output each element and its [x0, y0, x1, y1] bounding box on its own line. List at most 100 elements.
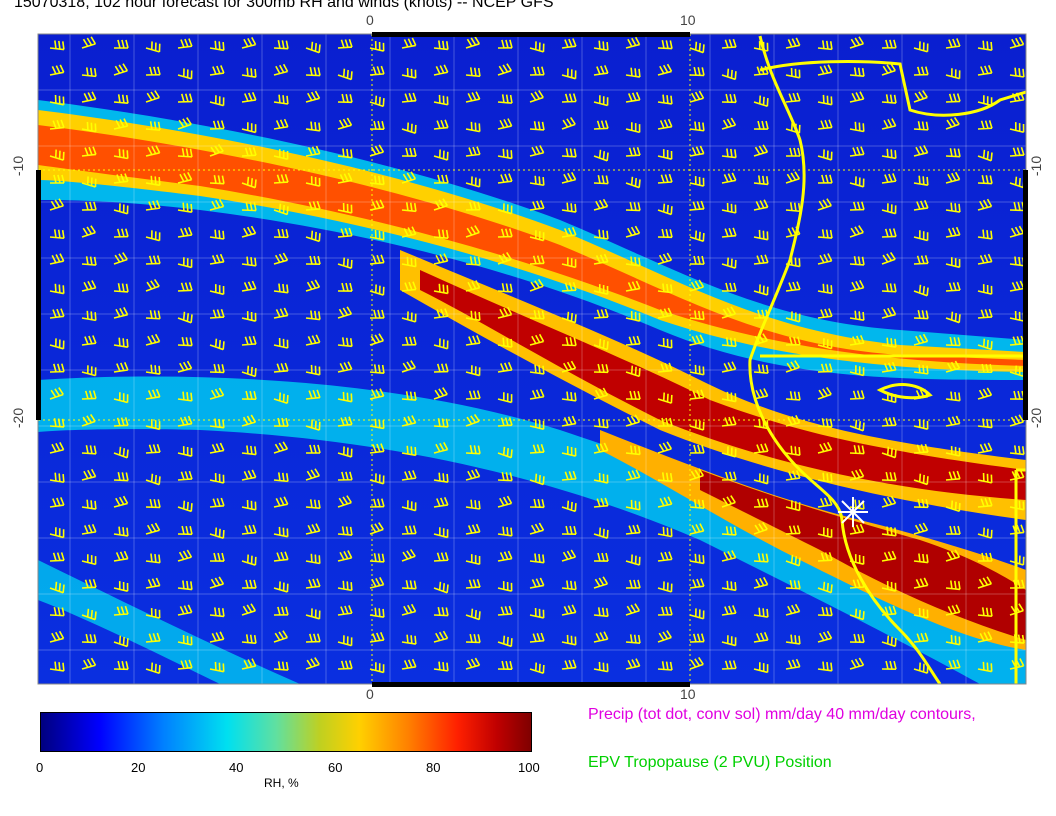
wind-barb: [561, 336, 577, 347]
wind-barb: [49, 198, 65, 211]
wind-barb: [113, 495, 129, 508]
wind-barb: [625, 225, 641, 238]
wind-barb: [977, 198, 993, 211]
wind-barb: [209, 631, 225, 643]
wind-barb: [721, 38, 737, 49]
y-tick-right-minus20: -20: [1028, 407, 1045, 429]
wind-barb: [1009, 280, 1025, 292]
wind-barb: [785, 415, 801, 427]
wind-barb: [465, 499, 481, 510]
wind-barb: [945, 659, 961, 670]
wind-barb: [785, 202, 801, 213]
wind-barb: [273, 252, 289, 265]
wind-barb: [145, 388, 161, 400]
wind-barb: [177, 117, 192, 130]
wind-barb: [273, 417, 289, 427]
wind-barb: [273, 94, 289, 105]
wind-barb: [561, 311, 577, 324]
wind-barb: [273, 228, 289, 239]
wind-barb: [337, 282, 353, 292]
wind-barb: [241, 92, 257, 103]
wind-barb: [593, 175, 609, 185]
wind-barb: [305, 364, 321, 376]
wind-barb: [145, 90, 160, 103]
wind-barb: [1009, 67, 1025, 78]
wind-barb: [689, 66, 705, 77]
wind-barb: [593, 120, 609, 130]
wind-barb: [625, 414, 641, 427]
wind-barb: [945, 148, 961, 158]
wind-barb: [209, 527, 225, 540]
x-tick-top-10: 10: [680, 12, 696, 28]
wind-barb: [1009, 554, 1025, 566]
wind-barb: [209, 198, 225, 211]
wind-barb: [593, 40, 609, 52]
wind-barb: [369, 41, 385, 52]
wind-barb: [209, 120, 225, 130]
wind-barb: [561, 148, 577, 158]
wind-barb: [785, 256, 801, 268]
wind-barb: [145, 255, 161, 265]
wind-barb: [849, 365, 865, 377]
wind-barb: [977, 149, 993, 162]
wind-barb: [113, 283, 129, 293]
wind-barb: [913, 443, 929, 454]
wind-barb: [593, 631, 609, 643]
wind-barb: [145, 200, 161, 211]
wind-barb: [465, 633, 481, 644]
wind-barb: [209, 338, 225, 351]
wind-barb: [177, 360, 193, 373]
wind-barb: [305, 578, 321, 589]
wind-barb: [657, 149, 673, 160]
wind-barb: [817, 441, 833, 454]
wind-barb: [241, 365, 257, 378]
wind-barb: [49, 149, 65, 161]
wind-barb: [145, 444, 161, 454]
wind-barb: [81, 335, 97, 346]
wind-barb: [369, 418, 385, 430]
wind-barb: [241, 256, 257, 267]
wind-barb: [241, 390, 257, 401]
wind-barb: [881, 203, 897, 215]
wind-barb: [881, 228, 897, 238]
wind-barb: [529, 419, 545, 431]
wind-barb: [625, 499, 641, 511]
wind-barb: [209, 661, 225, 673]
wind-barb: [49, 661, 65, 672]
wind-barb: [593, 149, 609, 162]
wind-barb: [241, 225, 257, 238]
wind-barb: [81, 256, 97, 266]
wind-barb: [305, 657, 320, 670]
wind-barb: [529, 278, 544, 292]
wind-barb: [497, 94, 513, 104]
wind-barb: [849, 176, 865, 188]
wind-barb: [849, 419, 865, 432]
wind-barb: [81, 468, 97, 481]
wind-barb: [881, 306, 897, 319]
axis-bar-left: [36, 170, 41, 420]
wind-barb: [817, 308, 833, 319]
wind-barb: [945, 311, 961, 324]
wind-barb: [145, 632, 161, 643]
wind-barb: [785, 67, 801, 79]
wind-barb: [785, 226, 801, 238]
wind-barb: [721, 416, 737, 427]
wind-barb: [625, 67, 641, 78]
wind-barb: [337, 93, 353, 104]
wind-barb: [497, 446, 513, 459]
wind-barb: [977, 527, 993, 539]
wind-barb: [497, 148, 513, 160]
wind-barb: [721, 257, 737, 269]
wind-barb: [689, 334, 705, 346]
wind-barb: [593, 253, 609, 265]
wind-barb: [145, 498, 161, 509]
x-tick-bottom-0: 0: [366, 686, 374, 702]
wind-barb: [593, 442, 609, 454]
wind-barb: [305, 145, 321, 157]
wind-barb: [721, 148, 737, 159]
wind-barb: [945, 68, 961, 80]
wind-barb: [625, 311, 641, 322]
wind-barb: [497, 203, 513, 215]
wind-barb: [337, 635, 353, 647]
wind-barb: [881, 446, 897, 459]
